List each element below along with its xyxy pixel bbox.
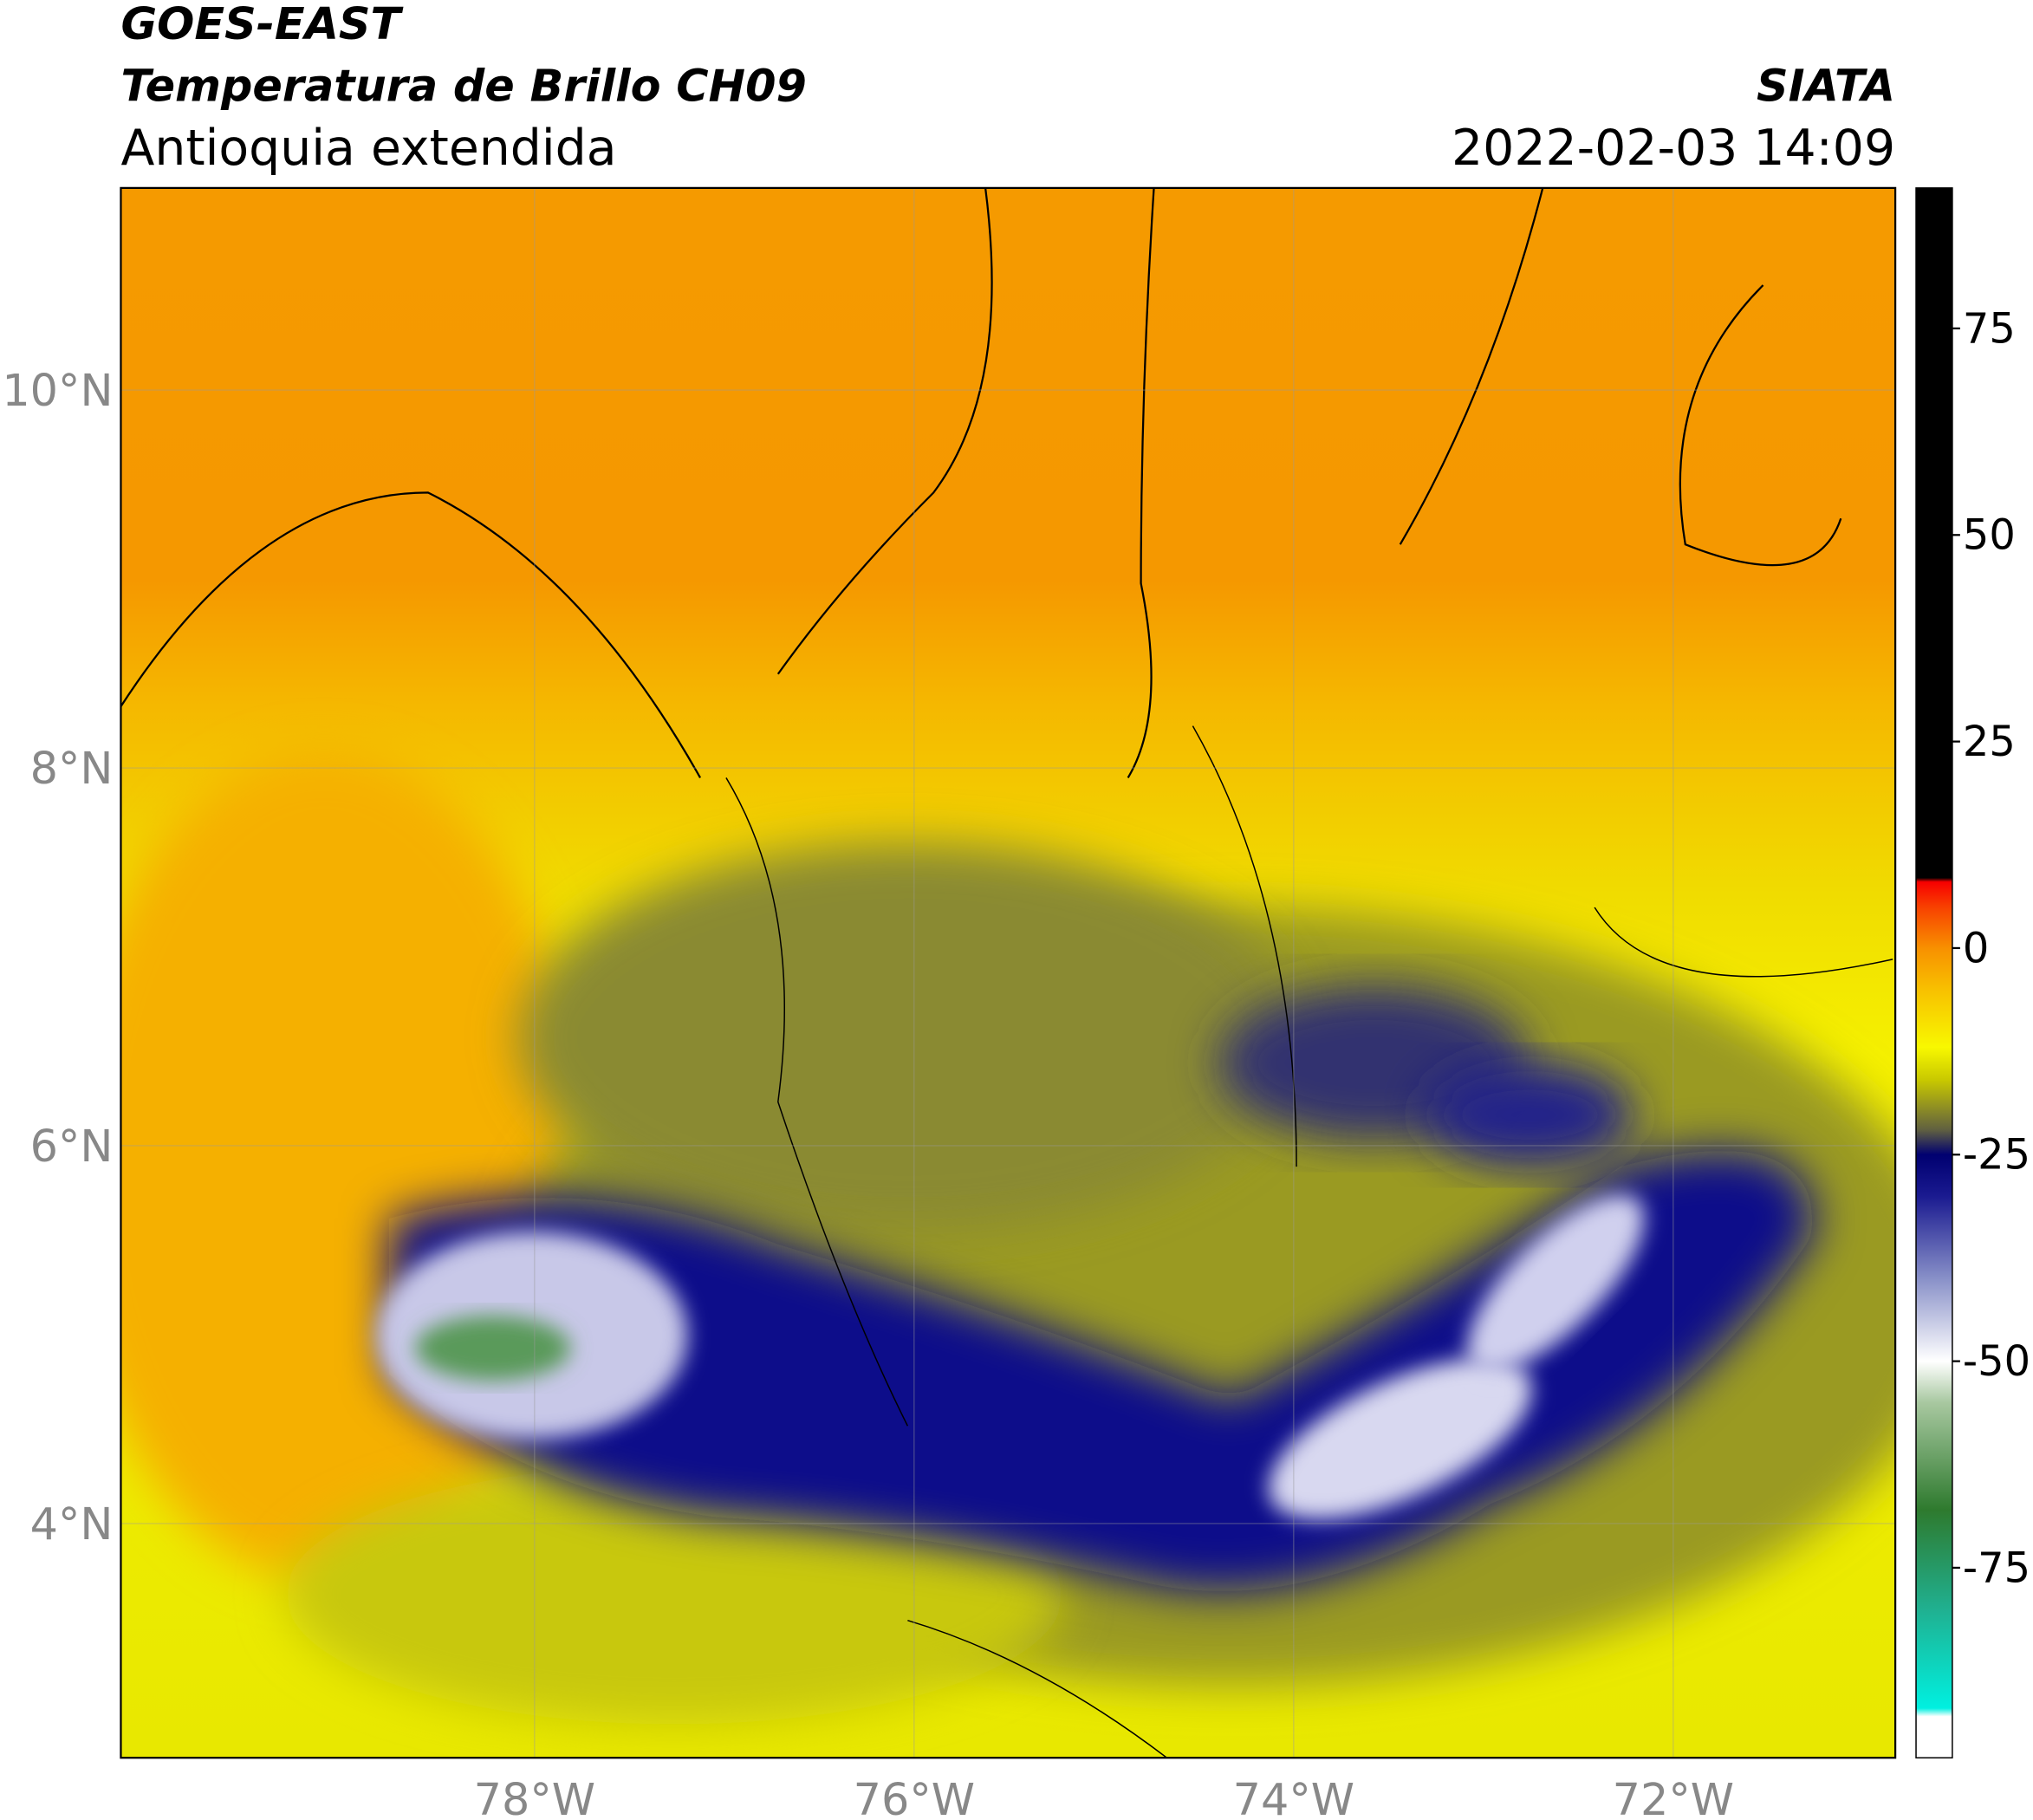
subtitle: Temperatura de Brillo CH09 (120, 61, 806, 112)
region: Antioquia extendida (120, 120, 616, 177)
source: SIATA (1757, 61, 1895, 112)
datetime: 2022-02-03 14:09 (1452, 120, 1895, 177)
x-tick-label: 74°W (1233, 1774, 1354, 1820)
colorbar-tick-label: 50 (1963, 512, 2016, 560)
colorbar-tick-label: 25 (1963, 718, 2016, 766)
grid (120, 187, 1896, 1758)
colorbar-tick-label: 75 (1963, 305, 2016, 353)
colorbar-tick-label: 0 (1963, 925, 1989, 972)
y-tick-label: 4°N (30, 1498, 114, 1550)
x-tick-label: 72°W (1613, 1774, 1734, 1820)
map-frame (120, 186, 1897, 1759)
colorbar-tick-label: -50 (1963, 1338, 2030, 1386)
y-tick-label: 8°N (30, 743, 114, 794)
x-tick-label: 76°W (854, 1774, 975, 1820)
x-tick-label: 78°W (474, 1774, 595, 1820)
title: GOES-EAST (120, 0, 404, 49)
colorbar-tick-label: -75 (1963, 1544, 2030, 1592)
y-tick-label: 10°N (2, 365, 113, 416)
colorbar-tick-label: -25 (1963, 1132, 2030, 1180)
imagery (120, 187, 1896, 1758)
y-tick-label: 6°N (30, 1121, 114, 1172)
colorbar (1915, 187, 1953, 1758)
